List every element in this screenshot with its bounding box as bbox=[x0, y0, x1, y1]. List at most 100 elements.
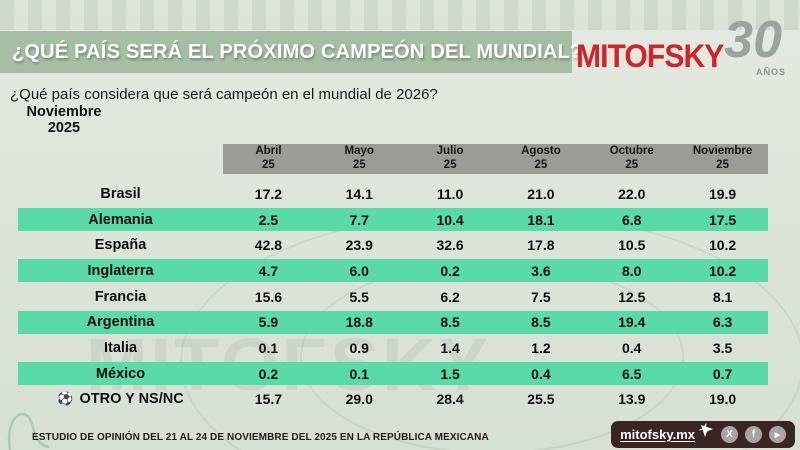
value-cell: 19.4 bbox=[618, 314, 646, 331]
period-year: 2025 bbox=[47, 120, 81, 137]
value-cell: 0.4 bbox=[622, 339, 642, 356]
title-bar: ¿QUÉ PAÍS SERÁ EL PRÓXIMO CAMPEÓN DEL MU… bbox=[0, 31, 582, 73]
country-label: México bbox=[95, 365, 146, 382]
value-cell: 2.5 bbox=[258, 211, 279, 228]
value-cell: 19.0 bbox=[708, 391, 737, 408]
country-label: Argentina bbox=[86, 314, 155, 331]
cursor-click-icon bbox=[699, 423, 713, 437]
value-cell: 15.7 bbox=[254, 391, 283, 408]
results-table: Brasil 17.2 14.1 11.0 21.0 22.0 19.9 Alemania 2.… bbox=[18, 181, 768, 412]
country-label: Inglaterra bbox=[87, 262, 154, 279]
value-cell: 8.0 bbox=[622, 262, 642, 279]
value-cell: 17.5 bbox=[708, 211, 737, 228]
site-link[interactable]: mitofsky.mx bbox=[620, 427, 695, 442]
table-row: Inglaterra 4.7 6.0 0.2 3.6 8.0 10.2 bbox=[18, 258, 768, 284]
youtube-icon[interactable]: ▶ bbox=[769, 426, 786, 443]
value-cell: 0.1 bbox=[349, 365, 369, 382]
table-row: Italia 0.1 0.9 1.4 1.2 0.4 3.5 bbox=[18, 335, 768, 361]
value-cell: 3.6 bbox=[531, 262, 551, 279]
anniversary-label: AÑOS bbox=[755, 67, 786, 77]
survey-question: ¿Qué país considera que será campeón en … bbox=[10, 86, 438, 103]
column-header: Agosto 25 bbox=[521, 145, 561, 171]
value-cell: 12.5 bbox=[618, 288, 646, 305]
value-cell: 3.5 bbox=[712, 339, 733, 356]
brand-name: MITOFSKY bbox=[576, 38, 724, 74]
value-cell: 4.7 bbox=[258, 262, 279, 279]
value-cell: 6.2 bbox=[440, 288, 460, 305]
value-cell: 14.1 bbox=[345, 185, 373, 202]
country-label: ⚽ OTRO Y NS/NC bbox=[57, 391, 184, 408]
value-cell: 6.0 bbox=[349, 262, 369, 279]
table-row: México 0.2 0.1 1.5 0.4 6.5 0.7 bbox=[18, 360, 768, 387]
value-cell: 0.4 bbox=[531, 365, 551, 382]
mitofsky-logo: 30 MITOFSKY AÑOS bbox=[576, 14, 786, 92]
value-cell: 11.0 bbox=[436, 185, 464, 202]
table-row: Alemania 2.5 7.7 10.4 18.1 6.8 17.5 bbox=[18, 206, 768, 233]
value-cell: 8.5 bbox=[531, 314, 551, 331]
x-icon[interactable]: X bbox=[721, 426, 738, 443]
value-cell: 6.5 bbox=[622, 365, 642, 382]
column-header: Noviembre 25 bbox=[692, 145, 753, 171]
value-cell: 22.0 bbox=[618, 185, 646, 202]
table-row: España 42.8 23.9 32.6 17.8 10.5 10.2 bbox=[18, 232, 768, 258]
value-cell: 23.9 bbox=[345, 237, 373, 254]
period-label: Noviembre 2025 bbox=[14, 104, 114, 136]
value-cell: 7.7 bbox=[349, 211, 369, 228]
period-month: Noviembre bbox=[26, 104, 102, 120]
value-cell: 10.2 bbox=[708, 237, 737, 254]
table-row: Brasil 17.2 14.1 11.0 21.0 22.0 19.9 bbox=[18, 181, 768, 207]
value-cell: 0.2 bbox=[258, 365, 279, 382]
country-label: Alemania bbox=[88, 211, 153, 228]
value-cell: 5.5 bbox=[349, 288, 369, 305]
value-cell: 8.5 bbox=[440, 314, 460, 331]
value-cell: 25.5 bbox=[527, 391, 555, 408]
value-cell: 7.5 bbox=[531, 288, 551, 305]
value-cell: 42.8 bbox=[254, 237, 283, 254]
country-label: Brasil bbox=[100, 185, 141, 202]
value-cell: 18.1 bbox=[527, 211, 555, 228]
value-cell: 0.2 bbox=[440, 262, 460, 279]
table-column-headers: Abril 25 Mayo 25 Julio 25 Agosto 25 Octubre 25 Nov… bbox=[223, 144, 768, 174]
site-badge[interactable]: mitofsky.mx X f ▶ bbox=[611, 421, 795, 448]
column-header: Julio 25 bbox=[436, 145, 464, 171]
value-cell: 10.2 bbox=[708, 262, 737, 279]
country-label: Italia bbox=[103, 339, 138, 356]
value-cell: 18.8 bbox=[345, 314, 373, 331]
sketch-doodle bbox=[7, 412, 50, 450]
stadium-crowd-texture bbox=[0, 0, 800, 30]
country-label: Francia bbox=[94, 288, 147, 305]
value-cell: 8.1 bbox=[712, 288, 733, 305]
value-cell: 1.4 bbox=[440, 339, 460, 356]
value-cell: 1.5 bbox=[440, 365, 460, 382]
column-header: Octubre 25 bbox=[609, 145, 654, 171]
value-cell: 19.9 bbox=[708, 185, 737, 202]
facebook-icon[interactable]: f bbox=[745, 426, 762, 443]
column-header: Abril 25 bbox=[255, 145, 282, 171]
value-cell: 17.2 bbox=[254, 185, 283, 202]
value-cell: 17.8 bbox=[527, 237, 555, 254]
country-label: España bbox=[94, 237, 147, 254]
table-row: ⚽ OTRO Y NS/NC 15.7 29.0 28.4 25.5 13.9 19.0 bbox=[18, 387, 768, 413]
value-cell: 32.6 bbox=[436, 237, 464, 254]
table-row: Francia 15.6 5.5 6.2 7.5 12.5 8.1 bbox=[18, 284, 768, 310]
value-cell: 10.4 bbox=[436, 211, 464, 228]
value-cell: 15.6 bbox=[254, 288, 283, 305]
value-cell: 0.1 bbox=[258, 339, 279, 356]
page-title: ¿QUÉ PAÍS SERÁ EL PRÓXIMO CAMPEÓN DEL MU… bbox=[12, 40, 583, 63]
value-cell: 28.4 bbox=[436, 391, 464, 408]
value-cell: 0.9 bbox=[349, 339, 369, 356]
anniversary-30: 30 bbox=[724, 11, 782, 69]
methodology-note: ESTUDIO DE OPINIÓN DEL 21 AL 24 DE NOVIE… bbox=[32, 432, 489, 443]
value-cell: 5.9 bbox=[258, 314, 279, 331]
value-cell: 13.9 bbox=[618, 391, 646, 408]
value-cell: 6.8 bbox=[622, 211, 642, 228]
soccer-ball-icon: ⚽ bbox=[57, 391, 74, 407]
table-row: Argentina 5.9 18.8 8.5 8.5 19.4 6.3 bbox=[18, 309, 768, 336]
value-cell: 10.5 bbox=[618, 237, 646, 254]
value-cell: 1.2 bbox=[531, 339, 551, 356]
value-cell: 21.0 bbox=[527, 185, 555, 202]
value-cell: 29.0 bbox=[345, 391, 373, 408]
column-header: Mayo 25 bbox=[344, 145, 374, 171]
value-cell: 6.3 bbox=[712, 314, 733, 331]
